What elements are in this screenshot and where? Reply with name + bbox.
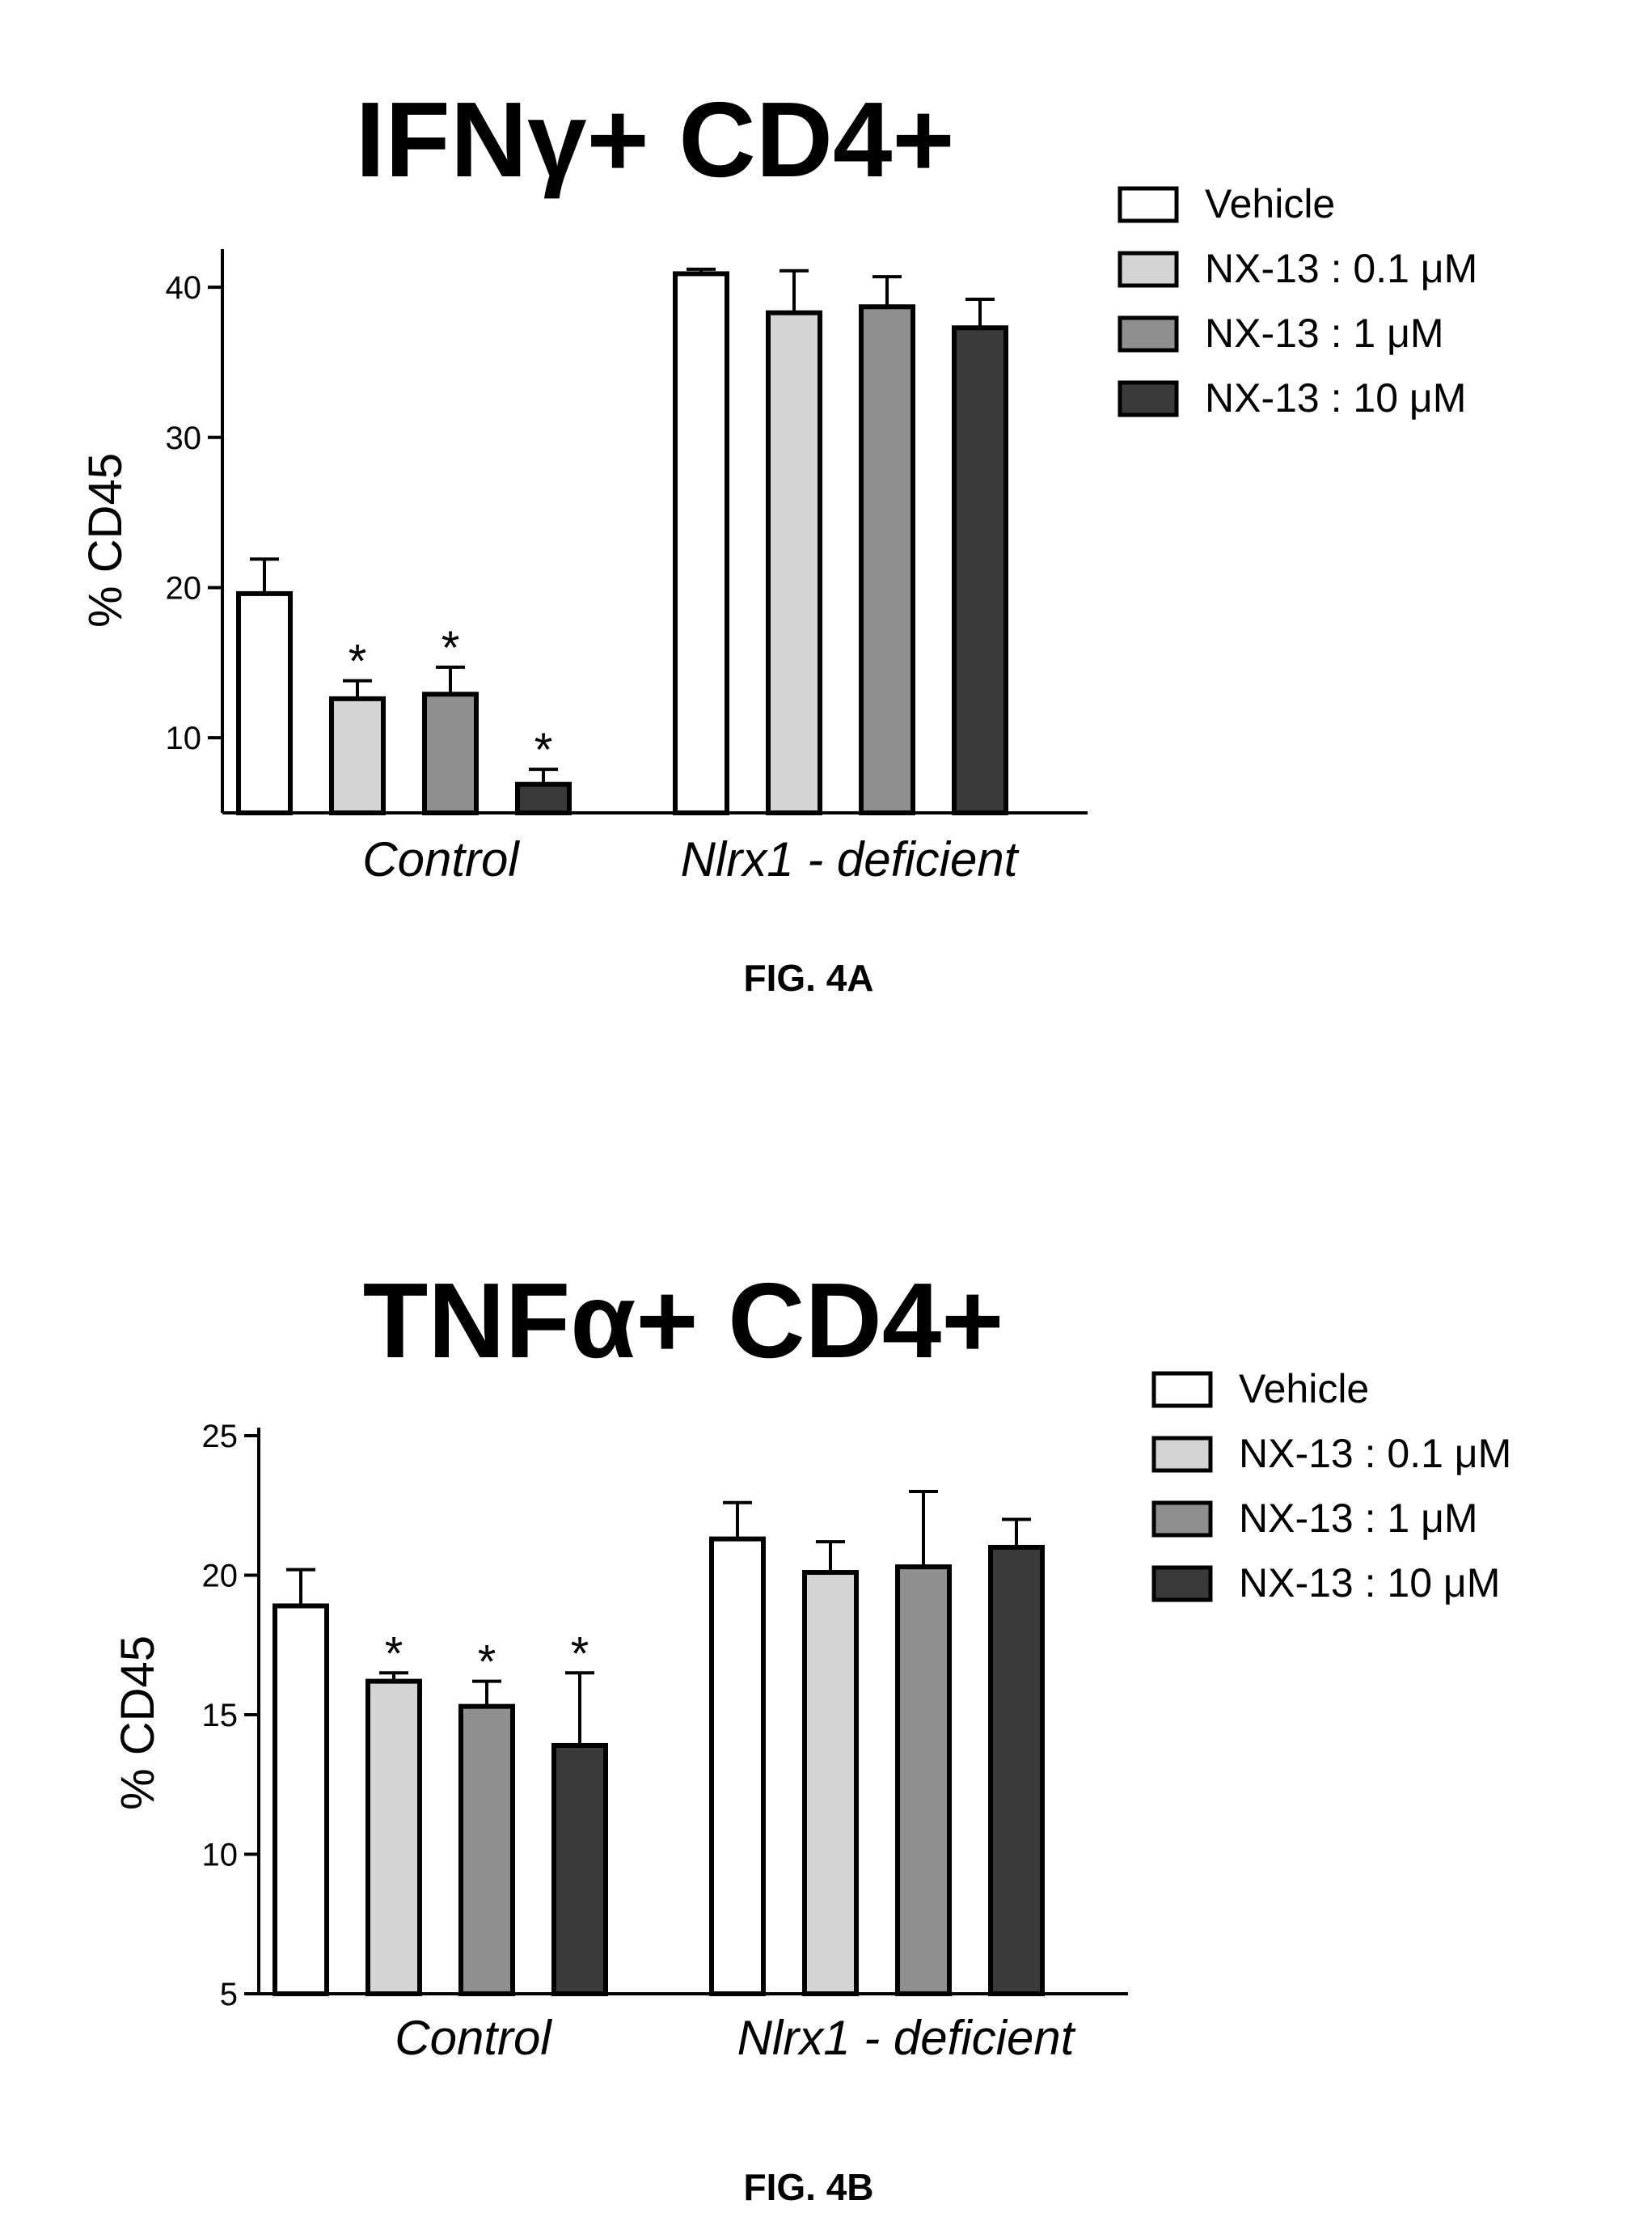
legend-label: NX-13 : 1 μM [1239,1496,1478,1541]
legend-label: Vehicle [1239,1366,1369,1411]
legend-swatch [1154,1438,1210,1470]
bar-control-nx-13-0-1-m [368,1682,420,1994]
plot-area: 10 20 30 40 * * * [166,249,1088,813]
bar-control-nx-13-1-m [425,694,476,813]
panel-fig-4b: TNFα+ CD4+ % CD45 Control Nlrx1 - defici… [112,1261,1511,2208]
y-tick-label: 10 [166,721,202,756]
legend-label: NX-13 : 0.1 μM [1205,246,1477,291]
bar-control-vehicle [275,1606,327,1994]
y-tick-label: 15 [202,1698,239,1733]
bar-control-nx-13-1-m [461,1707,513,1994]
legend-swatch [1120,383,1177,415]
y-tick-label: 20 [166,570,202,606]
panel-fig-4a: IFNγ+ CD4+ % CD45 Control Nlrx1 - defici… [79,80,1477,999]
significance-marker: * [571,1627,589,1680]
y-tick-label: 20 [202,1559,239,1594]
legend-swatch [1120,318,1177,350]
bar-nlrx1-deficient-nx-13-10-m [991,1547,1042,1994]
legend-swatch [1154,1568,1210,1600]
y-tick-label: 10 [202,1838,239,1873]
group-label-nlrx1-deficient: Nlrx1 - deficient [681,832,1020,886]
significance-marker: * [442,622,460,675]
chart-title: TNFα+ CD4+ [363,1261,1004,1380]
legend-label: Vehicle [1205,181,1335,226]
y-tick-label: 5 [220,1977,238,2012]
y-axis-label: % CD45 [79,453,132,628]
significance-marker: * [385,1627,403,1680]
bar-nlrx1-deficient-nx-13-0-1-m [805,1572,856,1994]
legend-swatch [1154,1503,1210,1535]
bar-nlrx1-deficient-vehicle [675,273,727,813]
y-tick-label: 40 [166,270,202,306]
group-label-control: Control [395,2011,552,2065]
significance-marker: * [349,636,367,688]
chart-title: IFNγ+ CD4+ [356,80,955,199]
group-label-control: Control [362,832,520,886]
significance-marker: * [534,724,553,776]
bar-control-nx-13-10-m [554,1745,606,1994]
bar-control-vehicle [239,594,290,813]
bar-control-nx-13-10-m [518,785,569,813]
legend: Vehicle NX-13 : 0.1 μM NX-13 : 1 μM NX-13 :… [1120,181,1477,421]
legend-label: NX-13 : 10 μM [1205,375,1466,421]
legend: Vehicle NX-13 : 0.1 μM NX-13 : 1 μM NX-13 :… [1154,1366,1511,1606]
legend-swatch [1120,188,1177,221]
bar-nlrx1-deficient-nx-13-1-m [898,1567,949,1994]
group-label-nlrx1-deficient: Nlrx1 - deficient [737,2011,1076,2065]
legend-label: NX-13 : 0.1 μM [1239,1431,1511,1476]
figure-caption: FIG. 4B [743,2166,873,2208]
legend-swatch [1154,1373,1210,1406]
legend-swatch [1120,253,1177,286]
bar-nlrx1-deficient-nx-13-10-m [954,328,1006,813]
figure-canvas: IFNγ+ CD4+ % CD45 Control Nlrx1 - defici… [0,0,1652,2234]
bar-control-nx-13-0-1-m [332,699,383,813]
significance-marker: * [478,1636,496,1689]
figure-caption: FIG. 4A [743,957,873,999]
bar-nlrx1-deficient-vehicle [712,1539,763,1994]
legend-label: NX-13 : 1 μM [1205,311,1444,356]
bar-nlrx1-deficient-nx-13-1-m [861,307,913,813]
legend-label: NX-13 : 10 μM [1239,1560,1500,1606]
plot-area: 5 10 15 20 25 * * * [202,1419,1129,2012]
y-tick-label: 30 [166,421,202,456]
y-axis-label: % CD45 [112,1635,164,1810]
bar-nlrx1-deficient-nx-13-0-1-m [768,313,820,813]
y-tick-label: 25 [202,1419,239,1454]
